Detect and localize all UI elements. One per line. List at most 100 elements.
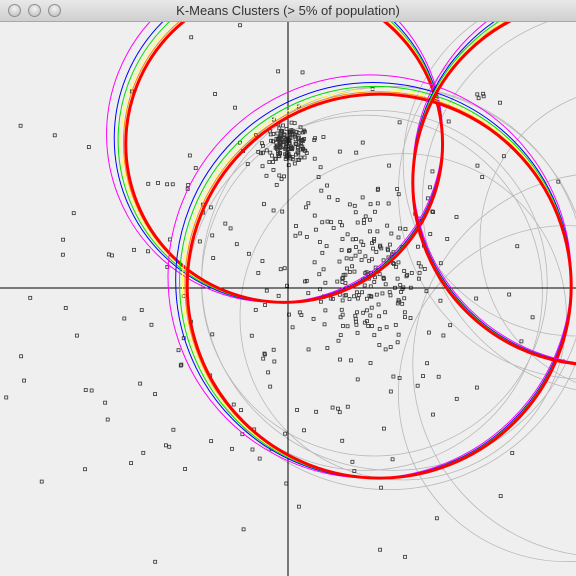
dense-point	[294, 141, 299, 146]
data-point	[325, 346, 330, 350]
data-point	[340, 276, 345, 281]
data-point	[352, 269, 357, 274]
data-point	[103, 400, 108, 405]
data-point	[364, 308, 369, 313]
data-point	[234, 242, 239, 247]
data-point	[274, 182, 279, 187]
data-point	[298, 231, 303, 236]
data-point	[331, 226, 336, 230]
data-point	[86, 145, 91, 149]
data-point	[454, 396, 459, 401]
minimize-window-button[interactable]	[28, 4, 41, 17]
data-point	[149, 322, 154, 327]
data-point	[303, 279, 307, 284]
data-point	[397, 120, 402, 125]
data-point	[340, 312, 345, 317]
data-point	[146, 181, 151, 186]
data-point	[179, 362, 184, 367]
data-point	[530, 315, 535, 320]
cluster-1-final-ring	[185, 92, 573, 480]
data-point	[345, 404, 350, 409]
data-point	[556, 179, 561, 184]
data-point	[378, 243, 383, 248]
dense-point	[272, 156, 277, 161]
data-point	[322, 322, 327, 327]
data-point	[362, 283, 367, 288]
data-point	[138, 381, 143, 386]
dense-point	[293, 137, 298, 142]
data-point	[75, 333, 79, 338]
title-bar: K-Means Clusters (> 5% of population)	[0, 0, 576, 22]
data-point	[481, 91, 486, 96]
data-point	[340, 438, 345, 443]
data-point	[507, 292, 512, 297]
dense-point	[297, 135, 301, 140]
dense-point	[275, 131, 280, 136]
close-window-button[interactable]	[8, 4, 21, 17]
data-point	[354, 237, 358, 241]
data-point	[396, 332, 401, 337]
cluster-0-final-ring	[124, 22, 445, 304]
data-point	[324, 244, 329, 249]
data-point	[355, 296, 360, 301]
data-point	[106, 252, 111, 257]
data-point	[340, 223, 344, 228]
data-point	[337, 259, 342, 264]
data-point	[403, 315, 407, 320]
data-point	[474, 385, 479, 390]
data-point	[339, 307, 344, 312]
dense-point	[283, 137, 288, 142]
data-point	[381, 276, 386, 281]
data-point	[371, 246, 375, 251]
data-point	[271, 347, 276, 352]
data-point	[211, 256, 216, 260]
data-point	[340, 279, 345, 284]
dense-point	[261, 150, 265, 155]
dense-point	[312, 138, 317, 142]
data-point	[371, 239, 376, 244]
data-point	[340, 237, 345, 241]
data-point	[304, 234, 309, 239]
dense-point	[267, 160, 272, 164]
data-point	[369, 294, 373, 299]
data-point	[146, 249, 150, 254]
data-point	[178, 363, 183, 368]
data-point	[368, 284, 373, 289]
data-point	[170, 182, 175, 187]
zoom-window-button[interactable]	[48, 4, 61, 17]
data-point	[268, 384, 273, 389]
data-point	[349, 256, 354, 261]
data-point	[390, 252, 394, 257]
data-point	[304, 205, 308, 210]
dense-point	[264, 148, 269, 153]
dense-point	[271, 132, 276, 136]
data-point	[386, 255, 391, 260]
data-point	[397, 376, 402, 380]
data-point	[367, 229, 372, 234]
data-point	[360, 140, 365, 145]
dense-point	[271, 139, 275, 144]
data-point	[318, 240, 322, 244]
data-point	[350, 264, 354, 269]
data-point	[283, 431, 288, 436]
history-circle-8	[398, 225, 576, 562]
dense-point	[277, 154, 282, 158]
data-point	[475, 92, 480, 97]
data-point	[335, 279, 340, 284]
dense-point	[268, 150, 273, 155]
data-point	[197, 239, 202, 244]
data-point	[418, 264, 423, 269]
data-point	[350, 459, 355, 464]
data-point	[294, 224, 298, 228]
data-point	[342, 293, 347, 298]
data-point	[276, 293, 281, 298]
data-point	[264, 173, 269, 178]
data-point	[372, 237, 377, 241]
data-point	[352, 203, 357, 208]
data-point	[372, 280, 377, 284]
data-point	[355, 330, 360, 335]
data-point	[375, 229, 380, 234]
data-point	[428, 232, 433, 236]
data-point	[83, 467, 87, 472]
data-point	[52, 133, 57, 138]
